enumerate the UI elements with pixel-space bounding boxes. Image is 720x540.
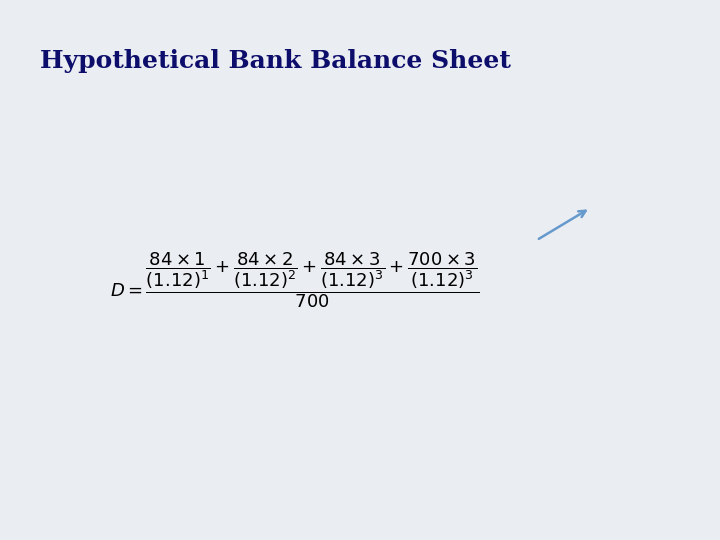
Text: $D = \dfrac{\dfrac{84 \times 1}{(1.12)^{1}} + \dfrac{84 \times 2}{(1.12)^{2}} + : $D = \dfrac{\dfrac{84 \times 1}{(1.12)^{…	[110, 251, 480, 310]
Text: Hypothetical Bank Balance Sheet: Hypothetical Bank Balance Sheet	[40, 49, 510, 72]
